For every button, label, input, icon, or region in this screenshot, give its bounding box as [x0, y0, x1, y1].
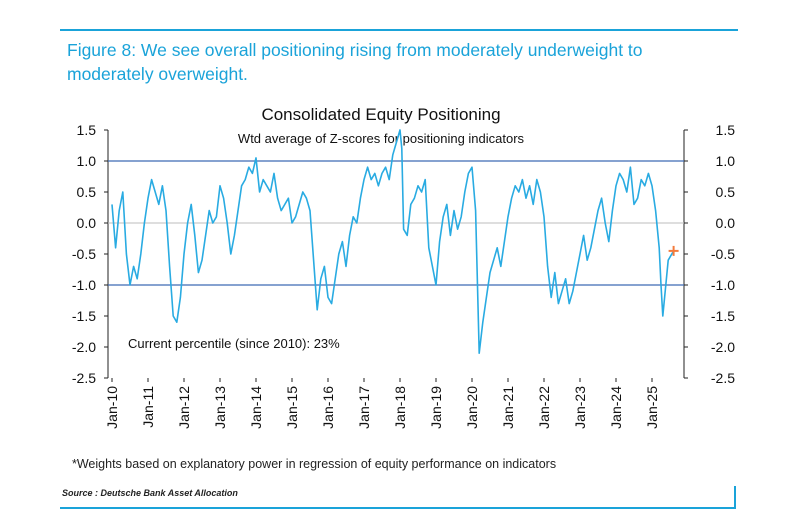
x-tick-label: Jan-22: [536, 386, 552, 429]
x-tick-label: Jan-24: [608, 386, 624, 429]
x-tick-label: Jan-21: [500, 386, 516, 429]
figure-bottom-rule: [60, 507, 736, 509]
figure-title: Figure 8: We see overall positioning ris…: [67, 40, 643, 84]
y-ticks: 1.5 1.5 1.0 1.0 0.5 0.5 0.0 0.0 -0.5 -0.5 -1.0 -1.0…: [72, 122, 735, 386]
y-tick-label-right: -1.5: [711, 308, 735, 324]
x-tick-label: Jan-12: [176, 386, 192, 429]
x-tick-label: Jan-17: [356, 386, 372, 429]
footnote: *Weights based on explanatory power in r…: [72, 457, 557, 471]
y-tick-label-right: 0.5: [716, 184, 736, 200]
x-ticks: Jan-10 Jan-11 Jan-12 Jan-13 Jan-14 Jan-15 Jan-…: [104, 378, 660, 429]
y-tick-label-left: -0.5: [72, 246, 96, 262]
figure-top-rule: [60, 29, 738, 31]
x-tick-label: Jan-16: [320, 386, 336, 429]
x-tick-label: Jan-20: [464, 386, 480, 429]
x-tick-label: Jan-11: [140, 386, 156, 428]
y-tick-label-left: -1.5: [72, 308, 96, 324]
y-tick-label-right: -2.0: [711, 339, 735, 355]
chart-subtitle: Wtd average of Z-scores for positioning …: [238, 131, 525, 146]
y-tick-label-left: 1.0: [77, 153, 97, 169]
reference-lines: [108, 160, 684, 286]
y-tick-label-right: 1.5: [716, 122, 736, 138]
series-line: [111, 129, 675, 355]
x-tick-label: Jan-23: [572, 386, 588, 429]
x-tick-label: Jan-19: [428, 386, 444, 429]
x-tick-label: Jan-18: [392, 386, 408, 429]
figure-bottom-tick: [734, 486, 736, 509]
y-tick-label-left: 1.5: [77, 122, 97, 138]
y-tick-label-right: 1.0: [716, 153, 736, 169]
y-tick-label-left: -2.5: [72, 370, 96, 386]
x-tick-label: Jan-13: [212, 386, 228, 429]
source-note: Source : Deutsche Bank Asset Allocation: [62, 488, 238, 498]
series-layer: [111, 129, 679, 355]
chart-title: Consolidated Equity Positioning: [261, 105, 500, 124]
x-tick-label: Jan-10: [104, 386, 120, 429]
x-tick-label: Jan-15: [284, 386, 300, 429]
y-tick-label-right: -2.5: [711, 370, 735, 386]
y-tick-label-left: -2.0: [72, 339, 96, 355]
x-tick-label: Jan-25: [644, 386, 660, 429]
y-tick-label-right: 0.0: [716, 215, 736, 231]
y-tick-label-left: -1.0: [72, 277, 96, 293]
chart-annotation: Current percentile (since 2010): 23%: [128, 336, 340, 351]
y-tick-label-right: -0.5: [711, 246, 735, 262]
y-tick-label-left: 0.0: [77, 215, 97, 231]
x-tick-label: Jan-14: [248, 386, 264, 429]
y-tick-label-left: 0.5: [77, 184, 97, 200]
y-tick-label-right: -1.0: [711, 277, 735, 293]
